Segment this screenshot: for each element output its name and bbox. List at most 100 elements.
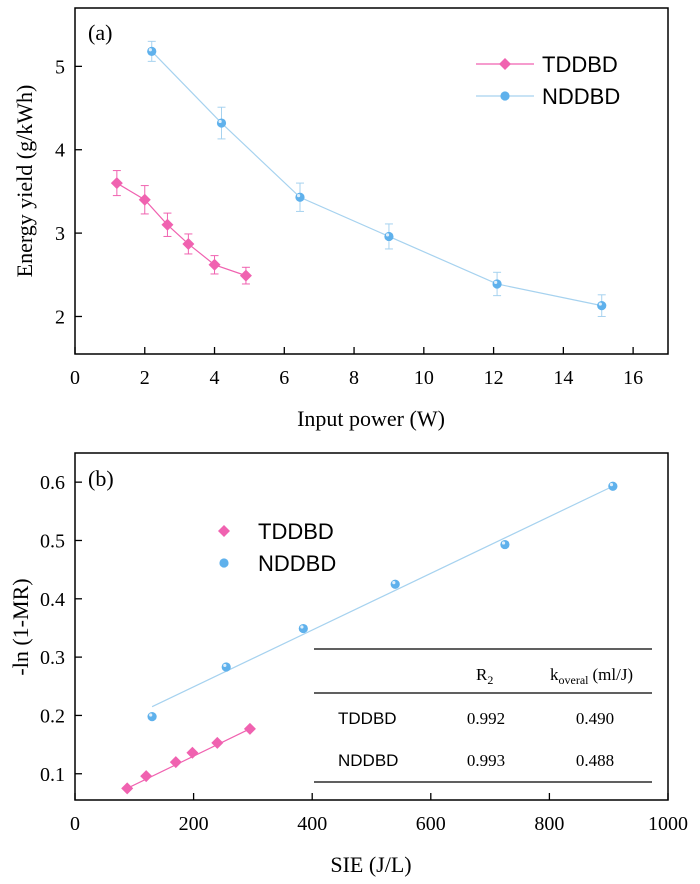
data-point-nddbd-highlight [392,581,396,585]
panel-a-energy-yield-chart: (a) Input power (W) Energy yield (g/kWh)… [12,7,669,431]
panel-a-label: (a) [88,20,112,45]
panel-a-ticks: 0 2 4 6 8 10 12 14 16 2 3 4 5 [55,56,643,389]
panel-a-x-tick-label: 8 [349,367,359,389]
data-point-nddbd [216,118,227,128]
panel-b-ticks: 0 200 400 600 800 1000 0.1 0.2 0.3 0.4 0.5 0.6 [40,472,688,835]
table-row-k: 0.488 [576,751,614,770]
legend-nddbd-label: NDDBD [258,551,336,576]
panel-a-x-tick-label: 0 [70,367,80,389]
table-header-r-subscript: 2 [487,673,493,687]
data-point-tddbd [208,258,221,271]
panel-b-x-tick-label: 0 [70,813,80,835]
data-point-tddbd [243,722,256,735]
data-point-nddbd-highlight [300,625,304,629]
data-point-nddbd-highlight [149,713,153,717]
table-row-k: 0.490 [576,709,614,728]
panel-a-y-tick-label: 3 [55,223,65,245]
data-point-nddbd-highlight [494,280,498,284]
panel-b-x-tick-label: 800 [534,813,564,835]
panel-b-x-tick-label: 1000 [648,813,688,835]
panel-a-x-tick-label: 10 [414,367,434,389]
data-point-nddbd [384,231,394,242]
data-point-nddbd [608,481,618,491]
legend-nddbd-label: NDDBD [542,84,620,109]
data-point-nddbd [147,46,157,56]
data-point-nddbd-highlight [609,483,614,487]
data-point-nddbd [147,712,157,722]
data-point-nddbd-highlight [218,119,222,124]
data-point-tddbd [182,237,195,250]
series-line-nddbd [151,50,602,307]
panel-b-y-tick-label: 0.2 [40,705,65,727]
series-line-tddbd [116,182,247,277]
panel-b-x-tick-label: 200 [179,813,209,835]
panel-b-y-tick-label: 0.4 [40,589,65,611]
data-point-tddbd [161,218,174,231]
legend-tddbd-label: TDDBD [542,52,618,77]
panel-a-x-tick-label: 6 [279,367,289,389]
fit-line-nddbd [151,485,614,708]
data-point-tddbd [169,756,182,769]
data-point-tddbd [138,193,151,206]
data-point-tddbd [121,782,134,795]
table-row-r2: 0.993 [467,751,505,770]
panel-b-y-tick-label: 0.3 [40,647,65,669]
data-point-tddbd [211,736,224,749]
panel-b-x-axis-title: SIE (J/L) [330,852,411,877]
panel-a-y-axis-title: Energy yield (g/kWh) [12,85,37,278]
table-row-label: TDDBD [338,709,397,728]
legend-tddbd-label: TDDBD [258,519,334,544]
table-header-k-letter: k [550,665,559,684]
panel-b-x-tick-label: 600 [416,813,446,835]
data-point-nddbd [390,579,400,589]
table-header-r2: R2 [476,665,493,687]
data-point-tddbd [186,746,199,759]
data-point-nddbd-highlight [223,663,227,668]
data-point-nddbd-highlight [501,541,506,545]
data-point-nddbd [492,279,502,289]
legend-nddbd-sphere-marker [500,91,510,101]
data-point-nddbd-highlight [598,302,602,306]
panel-b-sie-chart: (b) SIE (J/L) -ln (1-MR) 0 200 400 600 800 10… [8,452,688,877]
panel-b-plot-frame [74,452,669,801]
panel-a-x-axis-title: Input power (W) [297,406,445,431]
table-header-k-subscript: overal [559,673,590,687]
table-header-r: R [476,665,488,684]
panel-a-marks [110,40,607,317]
table-header-k: koveral (ml/J) [550,665,633,687]
data-point-nddbd [597,301,607,311]
panel-a-x-tick-label: 12 [484,367,504,389]
panel-b-y-tick-label: 0.1 [40,764,65,786]
panel-b-x-tick-label: 400 [297,813,327,835]
legend-tddbd-diamond-marker [499,58,511,70]
data-point-tddbd [140,770,153,783]
panel-b-marks [121,481,618,795]
panel-a-y-tick-label: 4 [55,140,65,162]
data-point-nddbd [298,623,308,634]
data-point-nddbd-highlight [148,48,152,52]
table-row-label: NDDBD [338,751,398,770]
data-point-tddbd [110,177,123,190]
panel-a-x-tick-label: 4 [210,367,220,389]
table-header-k-unit: (ml/J) [592,665,633,684]
panel-a-plot-frame [74,7,669,355]
table-row-r2: 0.992 [467,709,505,728]
data-point-nddbd [295,192,305,202]
legend-tddbd-diamond-marker [218,525,230,537]
panel-b-y-tick-label: 0.5 [40,530,65,552]
panel-b-y-tick-label: 0.6 [40,472,65,494]
data-point-tddbd [239,269,252,282]
panel-a-x-tick-label: 2 [140,367,150,389]
panel-b-y-axis-title: -ln (1-MR) [8,578,33,675]
panel-a-y-tick-label: 5 [55,56,65,78]
panel-a-x-tick-label: 14 [553,367,573,389]
data-point-nddbd [221,662,231,672]
data-point-nddbd-highlight [385,233,390,237]
panel-a-legend: TDDBD NDDBD [476,52,620,109]
fit-results-table: R2 koveral (ml/J) TDDBD 0.992 0.490 NDDBD… [314,648,652,783]
panel-a-y-tick-label: 2 [55,306,65,328]
data-point-nddbd-highlight [296,194,301,198]
panel-b-label: (b) [88,466,114,491]
panel-b-legend: TDDBD NDDBD [218,519,336,576]
